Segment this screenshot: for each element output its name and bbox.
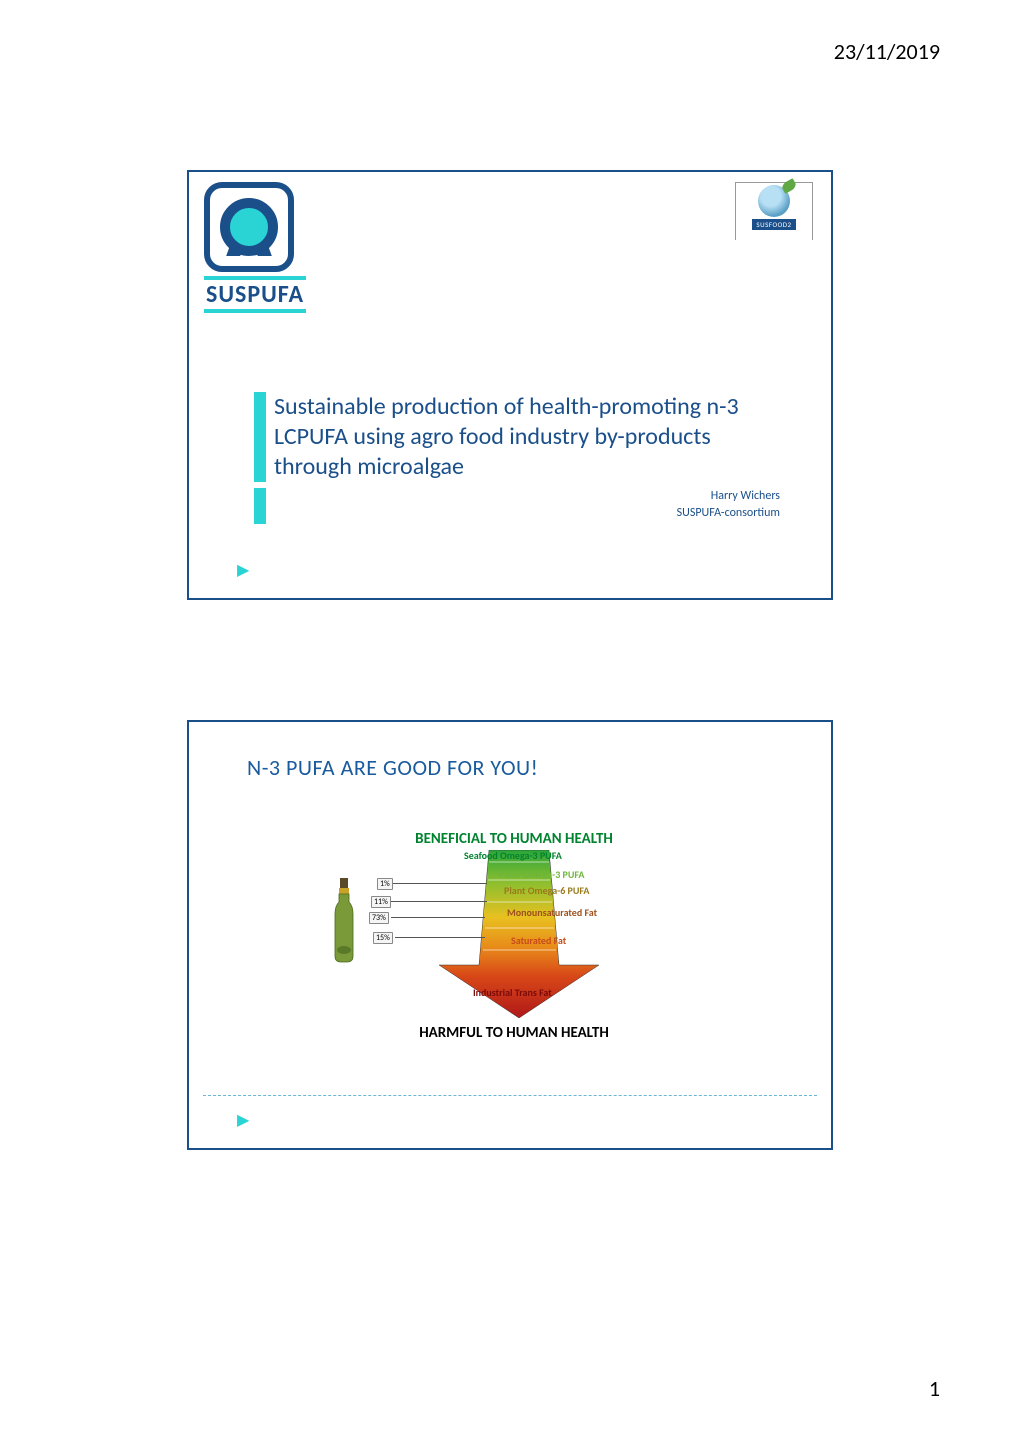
author-name: Harry Wichers [274,488,780,505]
slide-title: Sustainable production of health-promoti… [274,392,784,482]
slide2-marker-icon: ▶ [237,1110,249,1130]
title-block: Sustainable production of health-promoti… [254,392,784,524]
harmful-header: HARMFUL TO HUMAN HEALTH [329,1024,699,1042]
pct-monounsaturated: 73% [369,912,389,924]
fat-label-trans-fat: Industrial Trans Fat [473,986,552,999]
fat-label-saturated: Saturated Fat [511,934,566,947]
slide-marker-icon: ▶ [237,560,249,580]
subtitle-accent-bar [254,488,266,524]
title-accent-bar [254,392,266,482]
page-number: 1 [929,1375,940,1402]
dashed-separator [203,1095,817,1096]
beneficial-header: BENEFICIAL TO HUMAN HEALTH [329,830,699,848]
fat-label-seafood-omega3: Seafood Omega-3 PUFA [464,849,562,862]
pct-plant-omega3: 1% [377,878,393,890]
page-date: 23/11/2019 [834,38,940,65]
pct-saturated: 15% [373,932,393,944]
suspufa-logo: SUSPUFA [204,182,306,313]
slide2-title: N-3 PUFA ARE GOOD FOR YOU! [247,754,538,781]
susfood-badge: SUSFOOD2 [735,182,813,240]
oil-bottle-icon [329,878,359,964]
slide-2: N-3 PUFA ARE GOOD FOR YOU! BENEFICIAL TO… [187,720,833,1150]
pct-plant-omega6: 11% [371,896,391,908]
consortium-name: SUSPUFA-consortium [274,505,780,522]
fat-health-infographic: BENEFICIAL TO HUMAN HEALTH [329,830,699,1042]
fat-label-plant-omega3: Plant Omega-3 PUFA [499,868,584,881]
logo-text: SUSPUFA [204,276,306,313]
fat-label-plant-omega6: Plant Omega-6 PUFA [504,884,589,897]
fat-label-monounsaturated: Monounsaturated Fat [507,906,597,919]
badge-label: SUSFOOD2 [752,219,795,230]
omega-icon [204,182,294,272]
slide-1: SUSPUFA SUSFOOD2 Sustainable production … [187,170,833,600]
